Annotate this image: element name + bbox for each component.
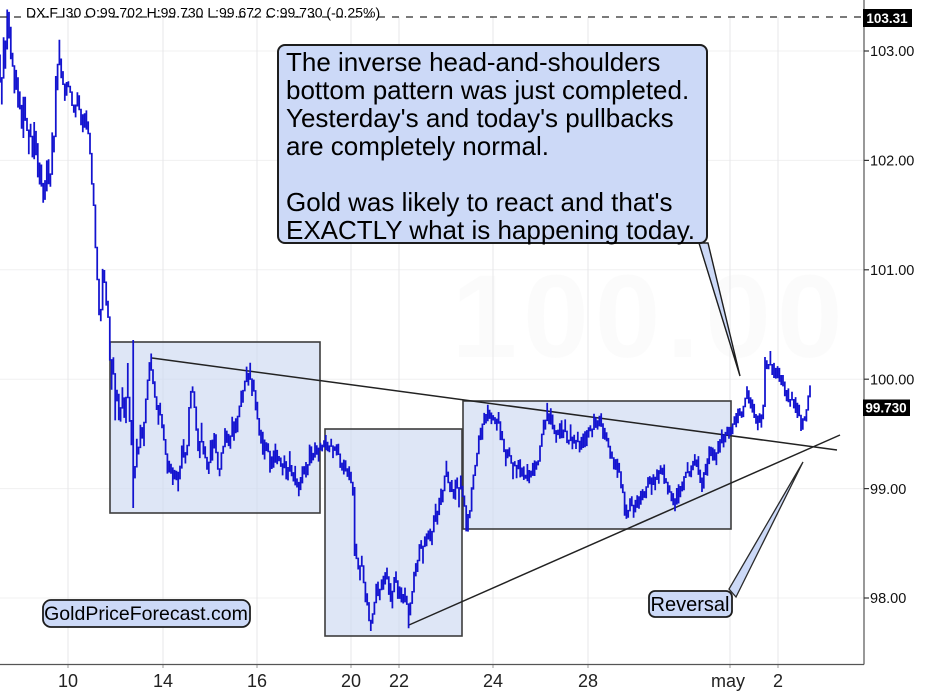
svg-text:22: 22 [389,671,409,691]
svg-text:are completely normal.: are completely normal. [286,131,549,161]
svg-text:24: 24 [483,671,503,691]
svg-text:102.00: 102.00 [870,154,914,170]
svg-text:98.00: 98.00 [870,591,906,607]
svg-text:The inverse head-and-shoulders: The inverse head-and-shoulders [286,47,660,77]
svg-text:DX.F I30 O:99.702 H:99.730 L:9: DX.F I30 O:99.702 H:99.730 L:99.672 C:99… [26,5,380,21]
svg-text:20: 20 [341,671,361,691]
svg-text:103.31: 103.31 [866,11,908,26]
svg-text:99.00: 99.00 [870,482,906,498]
svg-text:103.00: 103.00 [870,44,914,60]
svg-text:99.730: 99.730 [865,401,906,416]
svg-text:Yesterday's and today's pullba: Yesterday's and today's pullbacks [286,103,674,133]
svg-text:2: 2 [773,671,783,691]
svg-text:GoldPriceForecast.com: GoldPriceForecast.com [44,603,248,625]
svg-text:Gold was likely to react and t: Gold was likely to react and that's [286,187,672,217]
svg-text:14: 14 [153,671,173,691]
svg-text:EXACTLY what is happening toda: EXACTLY what is happening today. [286,215,695,245]
svg-text:100.00: 100.00 [870,372,914,388]
svg-text:16: 16 [247,671,267,691]
svg-text:100.00: 100.00 [452,251,849,383]
svg-text:bottom pattern was just comple: bottom pattern was just completed. [286,75,689,105]
svg-text:10: 10 [58,671,78,691]
svg-text:28: 28 [578,671,598,691]
svg-text:Reversal: Reversal [651,594,730,616]
svg-text:may: may [711,671,745,691]
svg-text:101.00: 101.00 [870,263,914,279]
